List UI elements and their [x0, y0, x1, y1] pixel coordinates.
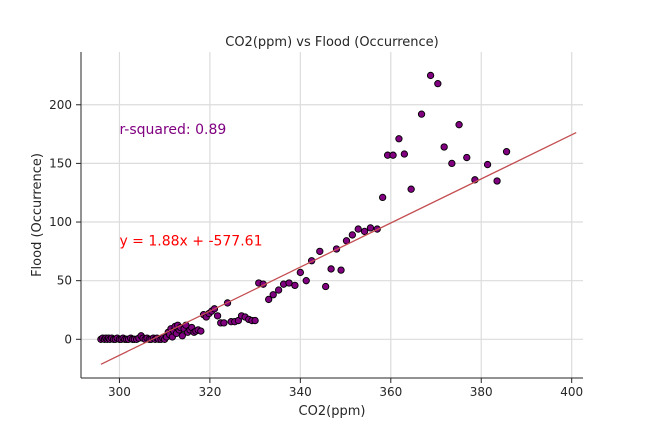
annotations: r-squared: 0.89 y = 1.88x + -577.61: [119, 122, 262, 249]
r-squared-annotation: r-squared: 0.89: [119, 122, 226, 138]
data-point: [348, 231, 357, 239]
data-point: [400, 150, 409, 158]
data-point: [448, 159, 456, 168]
data-point: [379, 193, 387, 202]
data-point: [213, 312, 222, 320]
x-axis-label: CO2(ppm): [299, 404, 366, 419]
data-point: [327, 265, 335, 273]
x-tick-label: 340: [289, 385, 312, 399]
data-point: [366, 224, 375, 232]
data-point: [483, 160, 492, 169]
data-point: [395, 135, 403, 143]
regression-line: [100, 132, 577, 365]
data-point: [389, 151, 397, 159]
data-point: [455, 121, 463, 129]
data-points: [97, 71, 511, 343]
data-point: [360, 227, 369, 236]
axis-ticks: 300 320 340 360 380 400 0 50 100 150 200: [49, 98, 583, 399]
data-point: [337, 266, 345, 274]
data-point: [296, 268, 304, 277]
data-point: [265, 295, 273, 304]
y-tick-label: 200: [49, 98, 72, 112]
data-point: [434, 80, 442, 88]
data-point: [291, 281, 299, 290]
x-tick-label: 320: [198, 385, 221, 399]
data-point: [502, 148, 511, 156]
y-tick-label: 100: [49, 215, 72, 229]
data-point: [322, 282, 330, 291]
data-point: [220, 319, 228, 327]
data-point: [269, 291, 277, 299]
data-point: [251, 316, 259, 325]
data-point: [354, 225, 362, 233]
y-axis-label: Flood (Occurrence): [30, 153, 45, 277]
data-point: [316, 247, 324, 256]
data-point: [197, 327, 205, 335]
data-point: [302, 277, 310, 285]
equation-annotation: y = 1.88x + -577.61: [119, 233, 262, 249]
data-point: [426, 71, 435, 80]
data-point: [407, 185, 415, 193]
y-tick-label: 150: [49, 156, 72, 170]
data-point: [178, 332, 186, 340]
y-tick-label: 0: [64, 332, 72, 346]
chart-title: CO2(ppm) vs Flood (Occurrence): [225, 35, 438, 50]
data-point: [440, 143, 448, 151]
data-point: [463, 153, 471, 162]
grid-lines: [81, 52, 583, 378]
x-tick-label: 380: [470, 385, 493, 399]
y-tick-label: 50: [57, 274, 72, 288]
x-tick-label: 360: [379, 385, 402, 399]
fit-line: [100, 132, 577, 365]
data-point: [274, 286, 283, 294]
data-point: [493, 177, 501, 185]
axes: [80, 52, 583, 379]
x-tick-label: 400: [560, 385, 583, 399]
data-point: [417, 110, 426, 118]
x-tick-label: 300: [108, 385, 131, 399]
